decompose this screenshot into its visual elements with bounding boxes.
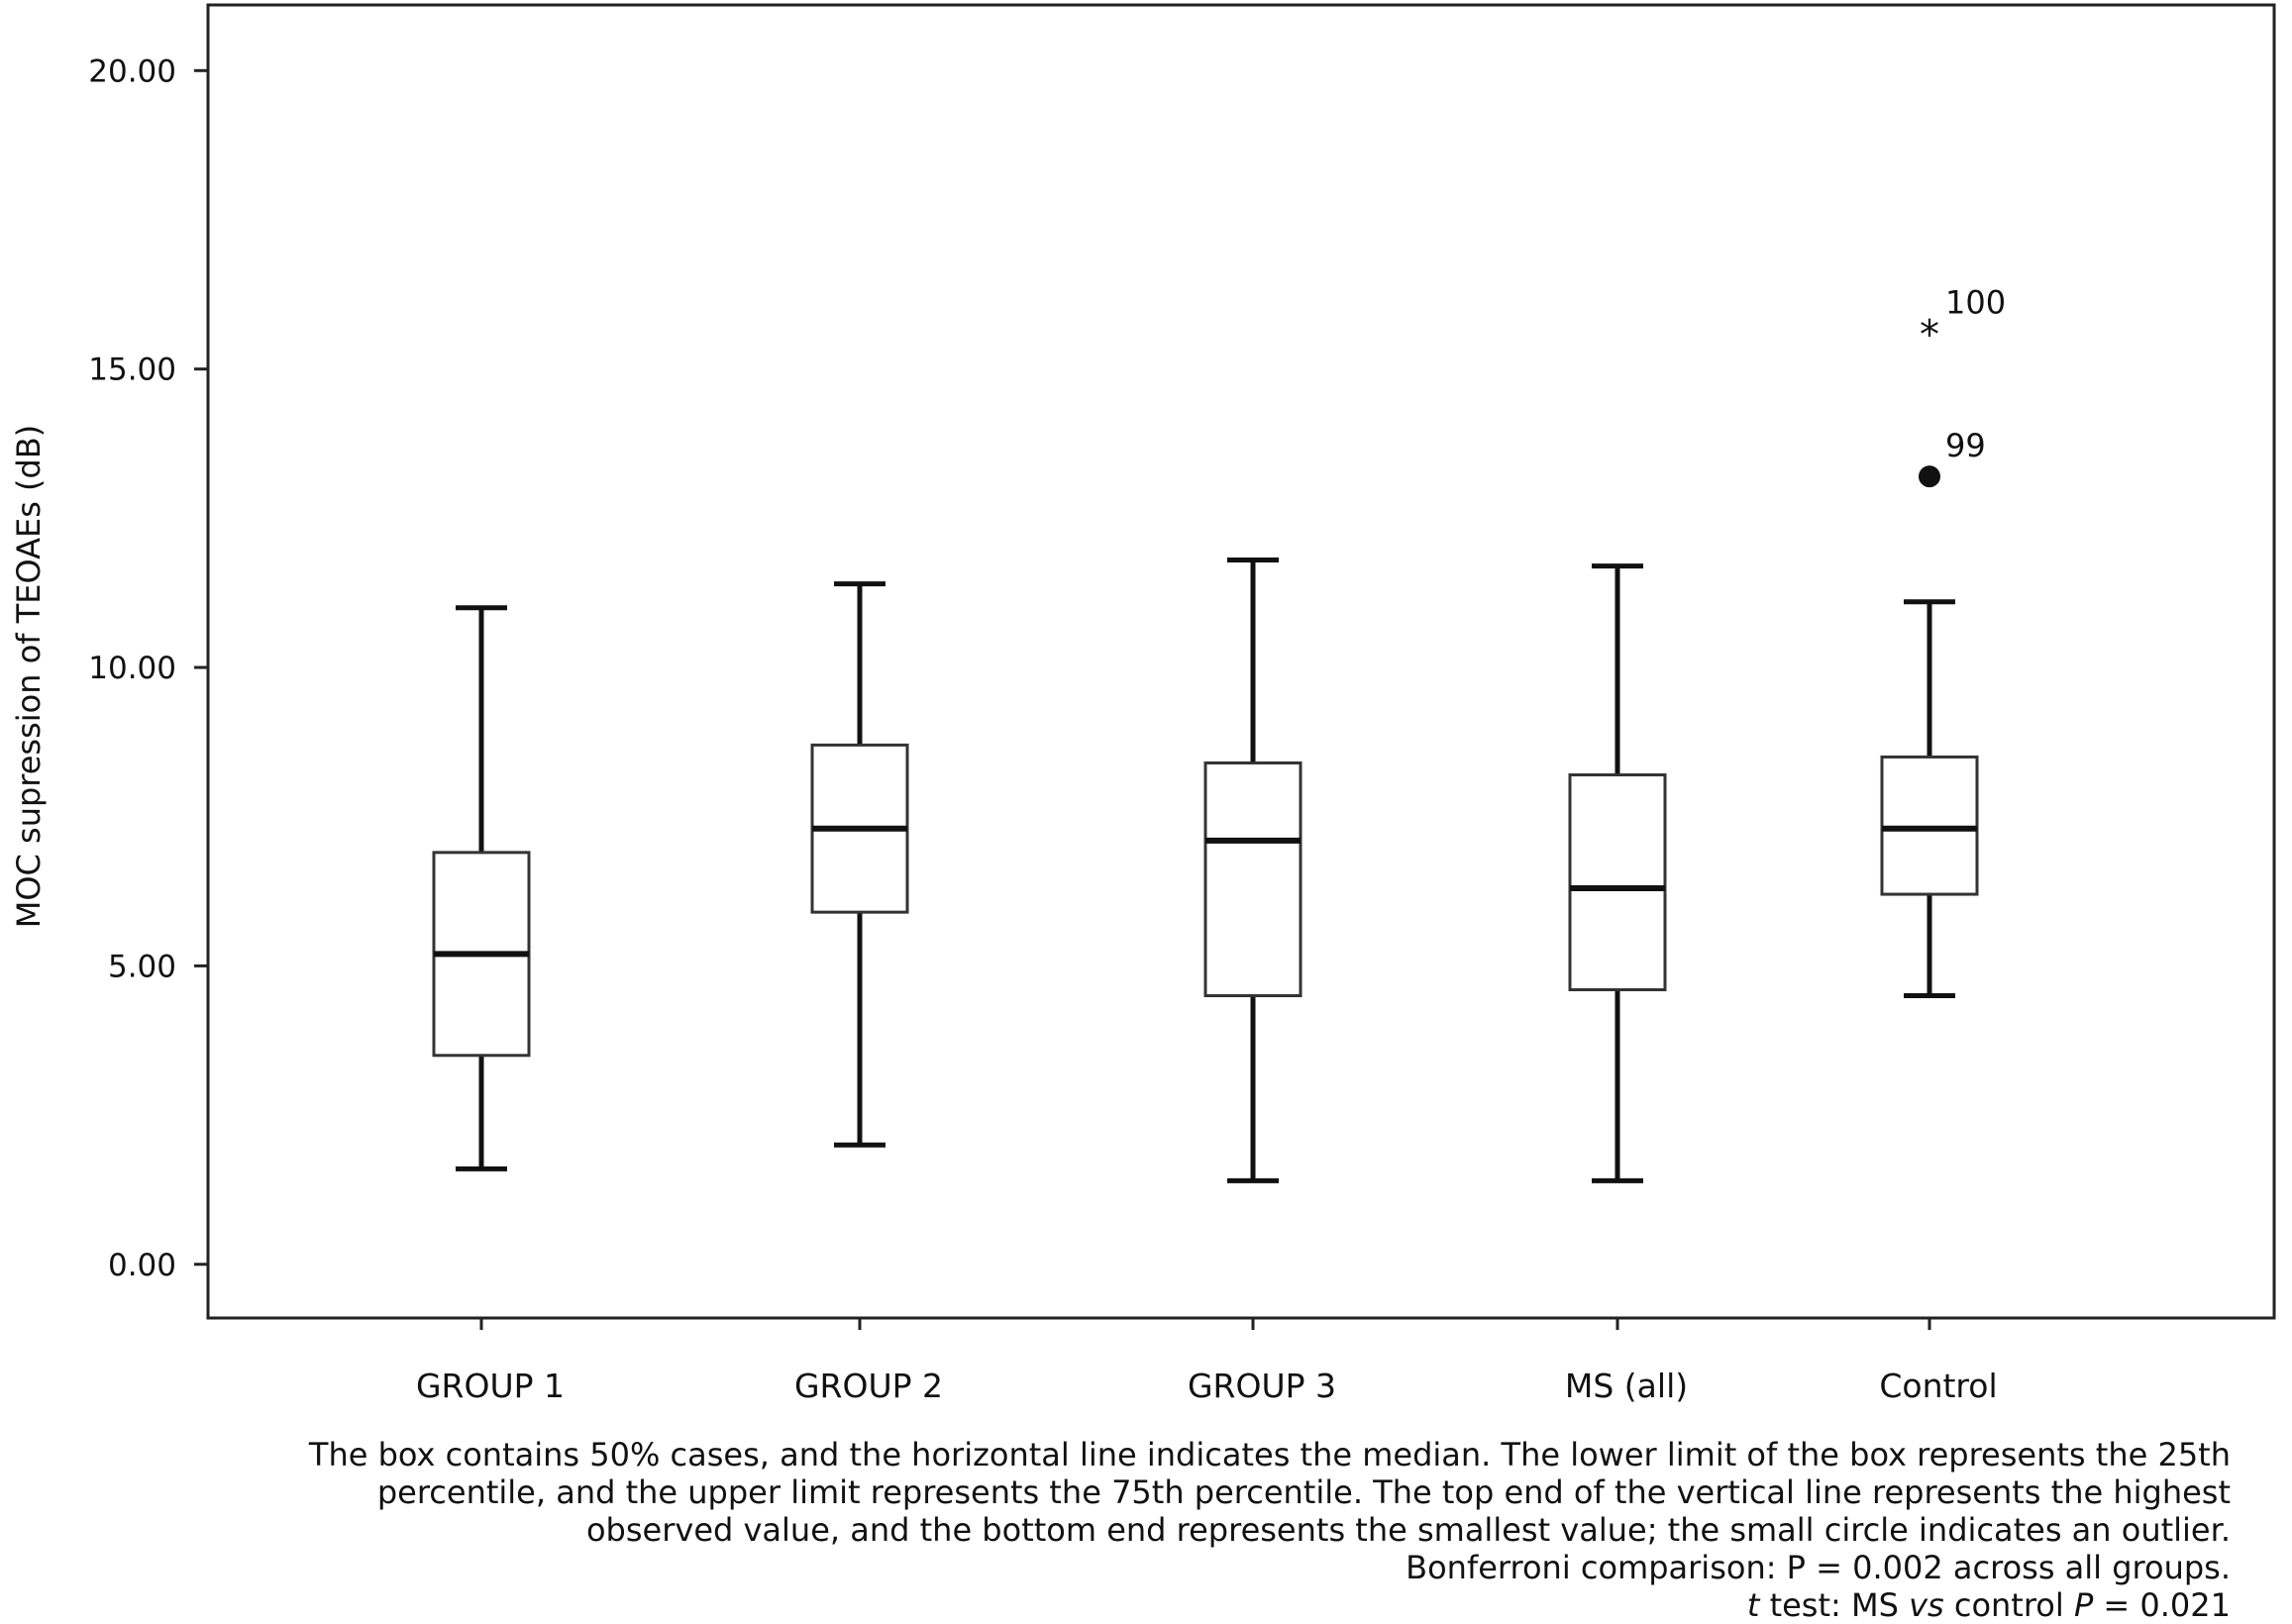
iqr-box xyxy=(1568,773,1667,991)
iqr-box xyxy=(1203,761,1302,998)
x-category-label: GROUP 3 xyxy=(1188,1367,1336,1405)
x-category-label: GROUP 1 xyxy=(416,1367,565,1405)
caption-control: control xyxy=(1943,1586,2074,1624)
y-tick-label: 5.00 xyxy=(108,949,176,984)
x-category-label: Control xyxy=(1879,1367,1997,1405)
box-group-1 xyxy=(432,605,531,1171)
x-axis: GROUP 1 GROUP 2 GROUP 3 MS (all) Control xyxy=(416,1318,1998,1405)
caption-line-5: t test: MS vs control P = 0.021 xyxy=(200,1586,2231,1624)
x-category-label: GROUP 2 xyxy=(794,1367,943,1405)
box-group-3 xyxy=(1203,558,1302,1183)
plot-frame xyxy=(206,3,2276,1320)
caption-vs: vs xyxy=(1909,1586,1944,1624)
outlier-label: 99 xyxy=(1945,427,1986,464)
caption-t: t xyxy=(1746,1586,1760,1624)
caption-line-4: Bonferroni comparison: P = 0.002 across … xyxy=(1406,1549,2231,1586)
iqr-box xyxy=(1880,755,1979,896)
figure-caption: The box contains 50% cases, and the hori… xyxy=(200,1436,2231,1624)
boxes xyxy=(432,558,1979,1183)
outliers: *100 99 xyxy=(1919,284,2006,488)
caption-test: test: MS xyxy=(1759,1586,1910,1624)
y-axis: 0.00 5.00 10.00 15.00 20.00 xyxy=(88,53,208,1283)
caption-line-3: observed value, and the bottom end repre… xyxy=(585,1511,2231,1549)
y-axis-title: MOC supression of TEOAEs (dB) xyxy=(10,425,48,929)
box-control xyxy=(1880,599,1979,999)
box-group-2 xyxy=(810,581,909,1148)
outlier-star: * xyxy=(1920,313,1939,358)
box-ms-all xyxy=(1568,563,1667,1183)
y-tick-label: 0.00 xyxy=(108,1248,176,1283)
caption-p-value: = 0.021 xyxy=(2093,1586,2231,1624)
outlier-circle xyxy=(1919,465,1940,488)
caption-p: P xyxy=(2073,1586,2094,1624)
y-tick-label: 15.00 xyxy=(88,353,176,388)
outlier-label: 100 xyxy=(1945,284,2006,322)
y-tick-label: 10.00 xyxy=(88,651,176,686)
y-tick-label: 20.00 xyxy=(88,53,176,89)
caption-line-2: percentile, and the upper limit represen… xyxy=(376,1473,2231,1511)
caption-line-1: The box contains 50% cases, and the hori… xyxy=(308,1436,2231,1473)
x-category-label: MS (all) xyxy=(1565,1367,1688,1405)
